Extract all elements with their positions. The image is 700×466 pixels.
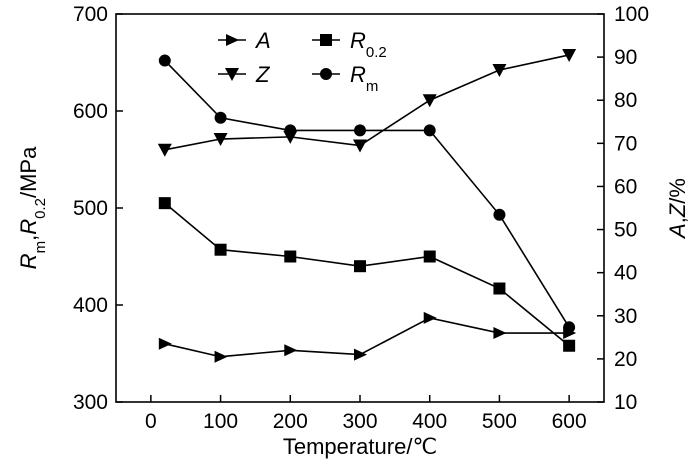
y-axis-left-title: Rm,R0.2/MPa [16, 146, 49, 269]
data-point-triangle-right [493, 327, 507, 340]
data-point-circle [284, 124, 297, 137]
y-right-tick-label: 90 [614, 46, 637, 69]
data-point-circle [354, 124, 366, 137]
data-point-triangle-down [157, 143, 172, 157]
legend-marker-circle [320, 68, 332, 80]
y-left-tick-label: 300 [73, 391, 108, 414]
legend: A R0.2 Z Rm [218, 28, 387, 95]
axis-title-part: Z [665, 202, 690, 218]
tick-labels: 0 100 200 300 400 500 600 300 400 500 600 700 10 20 30… [73, 3, 649, 433]
legend-label: Rm [350, 62, 378, 95]
series-line-3 [164, 60, 570, 328]
legend-label: A [254, 28, 271, 53]
data-point-triangle-right [214, 350, 228, 363]
data-point-square [493, 282, 506, 295]
y-right-tick-label: 60 [614, 175, 637, 198]
axis-title-part: R [16, 253, 41, 269]
axis-title-part: /MPa [16, 146, 41, 198]
data-point-triangle-right [354, 348, 367, 361]
y-left-tick-label: 600 [73, 100, 108, 123]
y-right-tick-label: 10 [614, 391, 637, 414]
y-right-tick-label: 80 [614, 89, 637, 112]
x-tick-label: 100 [203, 410, 238, 433]
legend-label-part: A [254, 28, 271, 53]
series-line-1 [164, 202, 570, 347]
data-point-triangle-down [422, 94, 437, 108]
data-point-square [214, 243, 227, 256]
axis-title-part: R [16, 219, 41, 235]
x-tick-label: 200 [273, 410, 308, 433]
data-point-circle [423, 124, 436, 137]
y-right-tick-label: 30 [614, 305, 637, 328]
data-point-triangle-down [213, 133, 228, 147]
x-tick-label: 500 [482, 410, 517, 433]
axis-title-part: , [665, 217, 690, 223]
x-axis-title: Temperature/℃ [283, 434, 437, 459]
y-left-tick-label: 700 [73, 3, 108, 26]
x-tick-label: 400 [412, 410, 447, 433]
y-right-tick-label: 50 [614, 219, 637, 242]
legend-label-part: R [350, 62, 366, 87]
data-point-circle [214, 111, 227, 124]
axis-title-part: , [16, 235, 41, 241]
data-point-square [423, 250, 436, 263]
data-point-triangle-right [284, 344, 298, 357]
data-point-triangle-down [353, 139, 367, 153]
data-point-square [354, 260, 366, 273]
tick-marks [116, 13, 604, 403]
data-point-square [158, 197, 171, 210]
y-left-tick-label: 500 [73, 197, 108, 220]
data-point-circle [158, 54, 171, 67]
y-left-tick-label: 400 [73, 294, 108, 317]
legend-label-part: Z [255, 62, 271, 87]
data-point-triangle-right [423, 311, 437, 324]
data-point-triangle-down [492, 64, 507, 78]
legend-marker-triangle-right [226, 34, 239, 46]
axis-title-part: m [32, 241, 49, 254]
series-line-0 [164, 317, 570, 358]
x-tick-label: 300 [342, 410, 377, 433]
x-tick-label: 0 [145, 410, 157, 433]
y-axis-right-title: A,Z/% [665, 178, 690, 240]
legend-label-part: 0.2 [366, 44, 387, 61]
data-point-circle [563, 321, 576, 334]
legend-label: R0.2 [350, 28, 387, 61]
series-lines [164, 54, 570, 358]
axis-title-part: 0.2 [32, 198, 49, 219]
data-point-square [284, 250, 297, 263]
data-point-triangle-right [158, 337, 172, 350]
data-point-circle [493, 208, 506, 221]
legend-label-part: m [366, 78, 379, 95]
y-right-tick-label: 100 [614, 3, 649, 26]
axis-title-part: A [665, 223, 690, 240]
legend-label-part: R [350, 28, 366, 53]
series-markers [157, 48, 577, 363]
data-point-triangle-down [562, 48, 577, 62]
legend-marker-square [320, 34, 332, 46]
legend-marker-triangle-down [225, 68, 239, 81]
data-point-square [563, 339, 576, 352]
legend-label: Z [255, 62, 271, 87]
y-right-tick-label: 20 [614, 348, 637, 371]
y-right-tick-label: 70 [614, 132, 637, 155]
x-tick-label: 600 [552, 410, 587, 433]
y-right-tick-label: 40 [614, 262, 637, 285]
axis-title-part: /% [665, 178, 690, 204]
